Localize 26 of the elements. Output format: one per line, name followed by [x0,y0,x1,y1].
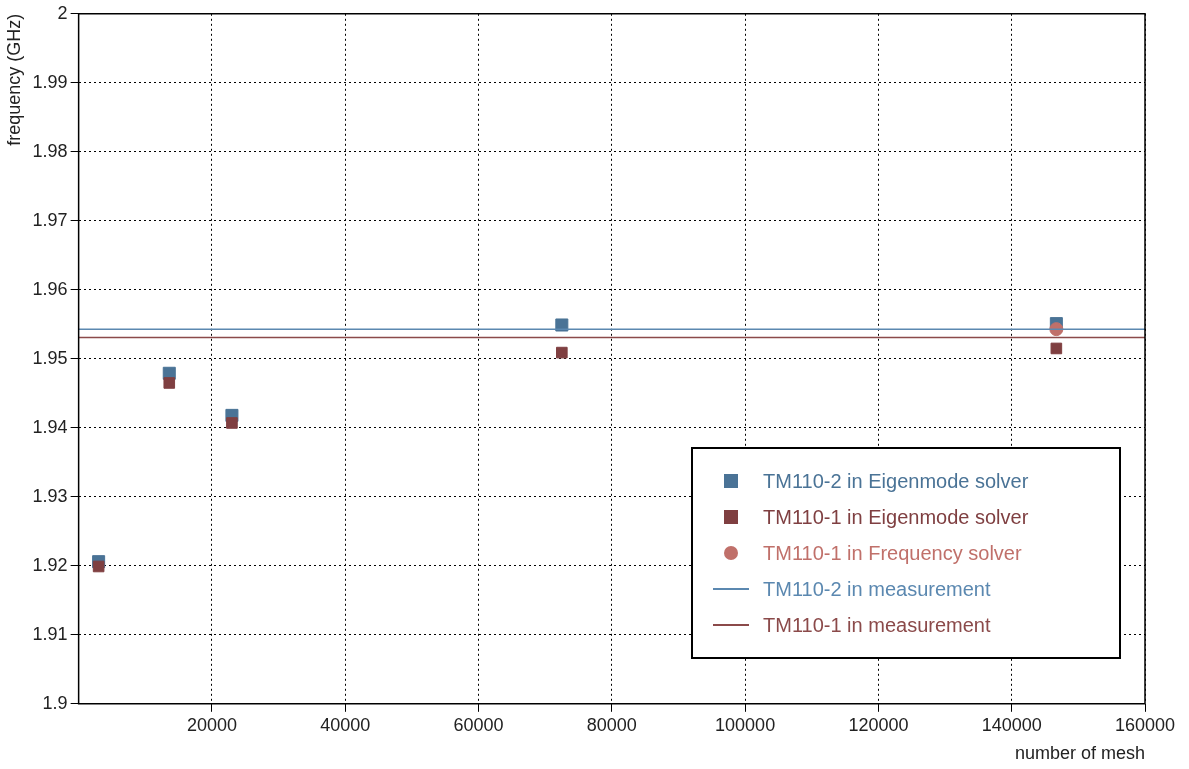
legend-label: TM110-1 in Frequency solver [763,541,1022,565]
legend-label: TM110-2 in measurement [763,577,991,601]
x-tick-label: 120000 [848,714,909,735]
x-tick-label: 20000 [186,714,237,735]
y-tick-label: 1.92 [32,554,68,575]
x-tick-label: 80000 [586,714,637,735]
y-tick-label: 1.94 [32,416,68,437]
x-tick-label: 140000 [981,714,1042,735]
legend-label: TM110-2 in Eigenmode solver [763,469,1029,493]
legend-label: TM110-1 in Eigenmode solver [763,505,1029,529]
x-tick-label: 100000 [715,714,776,735]
y-tick-label: 1.96 [32,278,68,299]
legend-label: TM110-1 in measurement [763,613,991,637]
x-tick-label: 40000 [320,714,371,735]
x-tick-label: 60000 [453,714,504,735]
y-axis-title: frequency (GHz) [3,13,24,146]
y-tick-label: 1.98 [32,140,68,161]
y-tick-label: 2 [57,2,68,23]
y-tick-label: 1.91 [32,623,68,644]
x-axis-title: number of mesh [1014,743,1145,764]
y-tick-label: 1.99 [32,71,68,92]
x-tick-label: 160000 [1114,714,1176,735]
y-tick-label: 1.97 [32,209,68,230]
y-tick-label: 1.95 [32,347,68,368]
y-tick-label: 1.9 [42,692,68,713]
y-tick-label: 1.93 [32,485,68,506]
